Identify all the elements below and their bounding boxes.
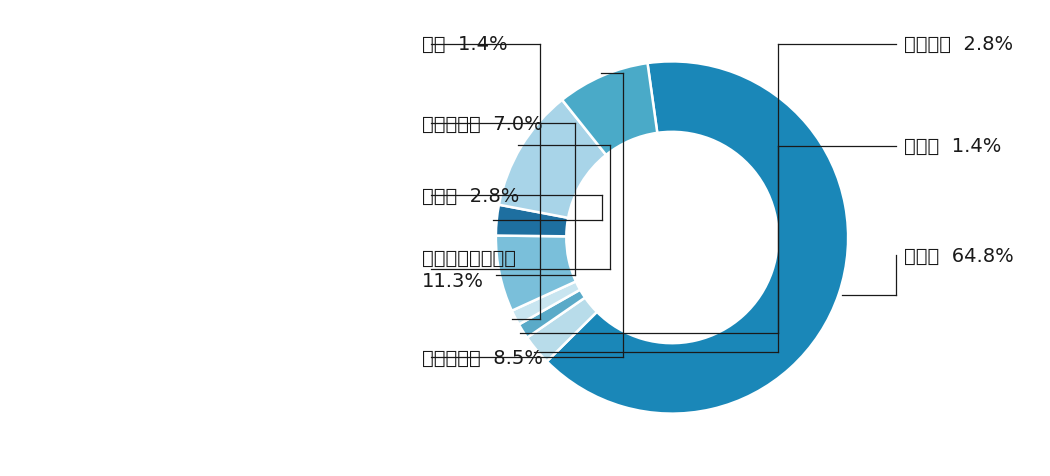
Text: 製造業  64.8%: 製造業 64.8% xyxy=(904,246,1014,265)
Wedge shape xyxy=(547,62,848,414)
Wedge shape xyxy=(527,298,596,362)
Wedge shape xyxy=(496,236,575,311)
Text: 卸・小売業  7.0%: 卸・小売業 7.0% xyxy=(422,114,543,133)
Wedge shape xyxy=(511,282,580,325)
Wedge shape xyxy=(499,100,606,218)
Text: 技術・サービス業
11.3%: 技術・サービス業 11.3% xyxy=(422,248,516,291)
Text: 情報通信業  8.5%: 情報通信業 8.5% xyxy=(422,348,543,367)
Text: 不動産業  2.8%: 不動産業 2.8% xyxy=(904,35,1013,54)
Text: 輸送  1.4%: 輸送 1.4% xyxy=(422,35,507,54)
Wedge shape xyxy=(562,64,657,156)
Wedge shape xyxy=(496,205,568,237)
Text: 建設業  2.8%: 建設業 2.8% xyxy=(422,186,520,205)
Wedge shape xyxy=(519,290,585,338)
Text: 公務員  1.4%: 公務員 1.4% xyxy=(904,137,1002,156)
Circle shape xyxy=(570,136,774,340)
